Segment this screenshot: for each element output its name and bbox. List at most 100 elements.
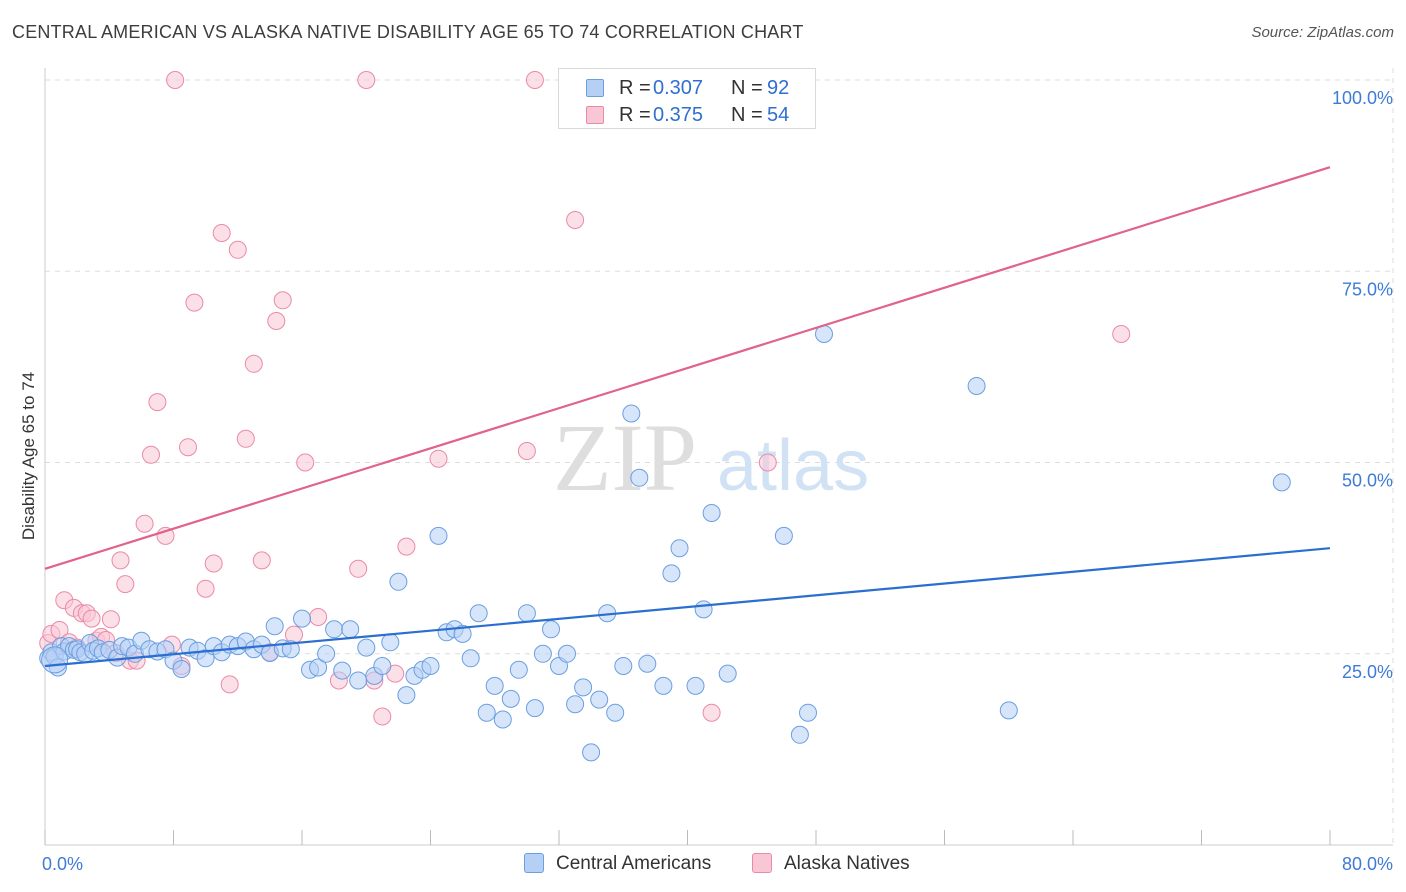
tick-labels: 25.0% 50.0% 75.0% 100.0% 0.0% 80.0% bbox=[42, 88, 1393, 874]
central-american-point bbox=[774, 526, 793, 545]
central-americans-points bbox=[39, 325, 1291, 762]
legend-n-value: 54 bbox=[767, 104, 790, 126]
alaska-native-point bbox=[148, 393, 167, 412]
alaska-native-point bbox=[702, 703, 721, 722]
central-american-point bbox=[509, 660, 528, 679]
central-american-point bbox=[429, 526, 448, 545]
central-americans-trend-line bbox=[44, 547, 1331, 668]
central-american-point bbox=[309, 658, 328, 677]
central-american-point bbox=[325, 620, 344, 639]
central-american-point bbox=[389, 572, 408, 591]
central-american-point bbox=[702, 504, 721, 522]
legend-label: Central Americans bbox=[556, 853, 712, 874]
central-american-point bbox=[558, 644, 576, 663]
trend-lines bbox=[44, 166, 1331, 668]
central-american-point bbox=[654, 676, 673, 695]
central-american-point bbox=[590, 690, 609, 709]
central-american-point bbox=[317, 644, 336, 663]
legend-n-value: 92 bbox=[767, 77, 790, 99]
central-american-point bbox=[461, 649, 480, 668]
central-american-point bbox=[477, 703, 496, 722]
chart-source: Source: ZipAtlas.com bbox=[1251, 24, 1394, 41]
alaska-native-point bbox=[185, 293, 204, 312]
central-american-point bbox=[606, 703, 625, 722]
central-american-point bbox=[421, 657, 440, 675]
legend-swatch-pink bbox=[752, 853, 772, 873]
x-tick-label: 80.0% bbox=[1342, 854, 1393, 874]
central-american-point bbox=[341, 620, 360, 639]
alaska-native-point bbox=[204, 554, 223, 573]
central-american-point bbox=[333, 661, 352, 680]
alaska-native-point bbox=[267, 312, 286, 330]
central-american-point bbox=[469, 604, 488, 623]
central-american-point bbox=[501, 689, 520, 708]
x-tick-label: 0.0% bbox=[42, 854, 83, 874]
alaska-native-point bbox=[373, 707, 392, 726]
alaska-native-point bbox=[101, 610, 120, 629]
legend-n-label: N = bbox=[731, 77, 763, 99]
alaska-native-point bbox=[357, 71, 376, 89]
alaska-native-point bbox=[1112, 325, 1131, 343]
central-american-point bbox=[265, 617, 284, 636]
legend-r-label: R = bbox=[619, 77, 651, 99]
y-axis-label: Disability Age 65 to 74 bbox=[19, 372, 38, 540]
central-american-point bbox=[686, 676, 705, 695]
central-american-point bbox=[373, 657, 392, 675]
central-american-point bbox=[718, 664, 737, 683]
central-american-point bbox=[799, 703, 817, 722]
watermark-zip: ZIP bbox=[553, 404, 697, 511]
central-american-point bbox=[622, 404, 641, 423]
central-american-point bbox=[662, 564, 681, 583]
legend-r-value: 0.375 bbox=[653, 104, 704, 126]
y-tick-label: 50.0% bbox=[1342, 471, 1393, 491]
chart-title: CENTRAL AMERICAN VS ALASKA NATIVE DISABI… bbox=[12, 22, 804, 42]
central-american-point bbox=[1272, 473, 1291, 492]
central-american-point bbox=[630, 468, 649, 487]
central-american-point bbox=[614, 657, 633, 675]
alaska-native-point bbox=[82, 609, 101, 628]
legend-swatch-blue bbox=[524, 853, 544, 873]
alaska-native-point bbox=[135, 514, 154, 533]
central-american-point bbox=[999, 701, 1018, 720]
central-american-point bbox=[533, 644, 552, 663]
central-american-point bbox=[357, 638, 376, 657]
central-american-point bbox=[281, 640, 300, 659]
legend-r-label: R = bbox=[619, 104, 651, 126]
central-american-point bbox=[293, 609, 311, 628]
alaska-natives-points bbox=[39, 71, 1131, 726]
watermark: ZIP atlas bbox=[553, 404, 869, 511]
alaska-native-point bbox=[273, 291, 292, 310]
central-american-point bbox=[638, 654, 657, 673]
alaska-natives-trend-line bbox=[44, 166, 1331, 570]
alaska-native-point bbox=[525, 71, 544, 89]
alaska-native-point bbox=[566, 211, 585, 229]
central-american-point bbox=[493, 710, 512, 729]
central-american-point bbox=[517, 604, 536, 623]
central-american-point bbox=[670, 539, 689, 558]
y-tick-label: 75.0% bbox=[1342, 279, 1393, 299]
alaska-native-point bbox=[252, 551, 271, 570]
central-american-point bbox=[967, 377, 986, 395]
alaska-native-point bbox=[244, 354, 263, 373]
central-american-point bbox=[582, 743, 601, 762]
legend-swatch-pink bbox=[586, 106, 604, 124]
alaska-native-point bbox=[196, 579, 215, 598]
alaska-native-point bbox=[142, 445, 160, 464]
central-american-point bbox=[453, 624, 472, 643]
alaska-native-point bbox=[236, 429, 255, 448]
central-american-point bbox=[485, 676, 504, 695]
correlation-legend: R = 0.307 N = 92 R = 0.375 N = 54 bbox=[558, 68, 816, 129]
central-american-point bbox=[566, 695, 585, 714]
axes bbox=[44, 68, 1393, 846]
central-american-point bbox=[349, 671, 368, 690]
alaska-native-point bbox=[179, 438, 197, 457]
central-american-point bbox=[397, 686, 416, 705]
legend-swatch-blue bbox=[586, 79, 604, 97]
central-american-point bbox=[525, 699, 544, 718]
alaska-native-point bbox=[758, 453, 777, 472]
alaska-native-point bbox=[397, 537, 416, 556]
central-american-point bbox=[41, 646, 69, 674]
alaska-native-point bbox=[212, 224, 231, 242]
central-american-point bbox=[574, 678, 593, 697]
